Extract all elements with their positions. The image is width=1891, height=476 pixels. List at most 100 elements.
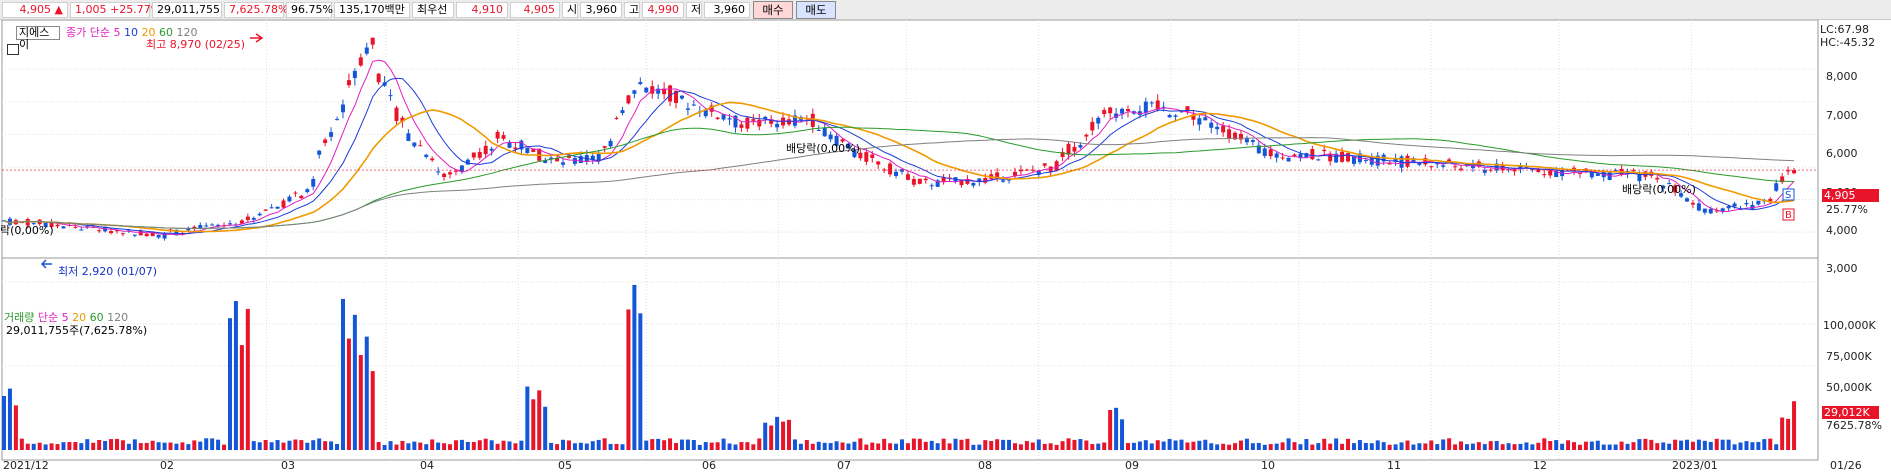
- candle-body: [311, 178, 316, 187]
- volume-bar: [1298, 444, 1303, 450]
- sell-button[interactable]: 매도: [796, 1, 836, 19]
- volume-bar: [162, 442, 167, 450]
- volume-bar: [858, 438, 863, 450]
- candle-body: [519, 140, 524, 150]
- candle-body: [1363, 159, 1368, 161]
- volume-legend-prefix: 거래량: [4, 311, 35, 324]
- volume-bar: [775, 416, 780, 450]
- volume-bar: [1696, 439, 1701, 450]
- volume-bar: [19, 438, 24, 450]
- candle-body: [971, 182, 976, 186]
- candle-body: [626, 95, 631, 104]
- current-price-tag: 4,905: [1822, 189, 1879, 202]
- candle-body: [85, 226, 90, 228]
- volume-bar: [287, 440, 292, 450]
- volume-bar: [620, 444, 625, 450]
- candle-body: [1316, 159, 1321, 161]
- candle-body: [25, 219, 30, 226]
- volume-bar: [1577, 444, 1582, 450]
- volume-bar: [656, 438, 661, 450]
- candle-body: [465, 159, 470, 165]
- volume-bar: [245, 308, 250, 450]
- volume-ma20-label: 20: [72, 311, 87, 324]
- buy-button[interactable]: 매수: [753, 1, 793, 19]
- quote-bar: 4,905 ▲ 1,005 +25.77% 29,011,755 7,625.7…: [0, 0, 1891, 20]
- volume-bar: [31, 443, 36, 450]
- volume-bar: [1554, 440, 1559, 450]
- volume-bar: [269, 442, 274, 450]
- candle-body: [109, 231, 114, 234]
- open-label: 시: [562, 2, 578, 18]
- candle-body: [1346, 152, 1351, 162]
- volume-bar: [1143, 440, 1148, 450]
- volume-bar: [1459, 441, 1464, 450]
- hc-label: HC:-45.32: [1820, 36, 1876, 49]
- volume-bar: [1720, 439, 1725, 450]
- volume-bar: [1322, 438, 1327, 450]
- candle-body: [965, 179, 970, 184]
- volume-bar: [1732, 444, 1737, 450]
- volume-bar: [543, 406, 548, 450]
- volume-bar: [55, 444, 60, 450]
- candle-body: [1340, 151, 1345, 162]
- volume-bar: [1756, 441, 1761, 450]
- volume-bar: [626, 309, 631, 450]
- best-ask: 4,910: [456, 2, 508, 18]
- x-label-11: 11: [1387, 459, 1401, 472]
- candle-body: [1137, 111, 1142, 115]
- ma-legend-prefix: 종가 단순: [66, 26, 110, 39]
- volume-bar: [174, 443, 179, 450]
- volume-bar: [1405, 440, 1410, 450]
- volume-bar: [715, 442, 720, 450]
- candle-body: [1197, 118, 1202, 125]
- candle-body: [1661, 185, 1666, 189]
- candle-body: [192, 226, 197, 229]
- volume-bar: [37, 442, 42, 450]
- candle-body: [49, 221, 54, 227]
- volume-bar: [1262, 444, 1267, 450]
- volume-bar: [424, 444, 429, 450]
- candle-body: [602, 146, 607, 148]
- candle-body: [114, 230, 119, 232]
- candle-body: [1637, 173, 1642, 182]
- volume-bar: [650, 439, 655, 450]
- volume-bar: [501, 440, 506, 450]
- volume-bar: [608, 443, 613, 450]
- candle-body: [1167, 115, 1172, 118]
- volume-bar: [352, 314, 357, 450]
- high-price: 4,990: [642, 2, 684, 18]
- candle-body: [888, 163, 893, 175]
- volume-bar: [1435, 444, 1440, 450]
- volume-bar: [1155, 440, 1160, 450]
- volume-bar: [465, 441, 470, 450]
- candle-body: [305, 189, 310, 193]
- volume-bar: [959, 439, 964, 450]
- candle-body: [929, 185, 934, 187]
- volume-bar: [816, 441, 821, 450]
- b-marker-box: [1782, 208, 1795, 221]
- volume-bar: [757, 438, 762, 450]
- volume-bar: [983, 440, 988, 450]
- candle-body: [561, 162, 566, 165]
- volume-bar: [1244, 438, 1249, 450]
- volume-bar: [923, 441, 928, 450]
- volume-bar: [876, 443, 881, 450]
- volume-bar: [103, 441, 108, 450]
- up-arrow-icon: ▲: [54, 3, 63, 16]
- candle-body: [186, 228, 191, 231]
- candle-body: [1096, 117, 1101, 124]
- stock-name-box[interactable]: 지에스이: [16, 26, 60, 51]
- candle-body: [1030, 169, 1035, 171]
- candle-body: [1018, 169, 1023, 172]
- volume-bar: [406, 443, 411, 450]
- volume-bar: [1637, 439, 1642, 450]
- volume-bar: [1607, 444, 1612, 450]
- volume-bar: [1346, 438, 1351, 450]
- grid-icon[interactable]: [7, 44, 19, 55]
- volume-bar: [1476, 442, 1481, 450]
- candle-body: [132, 234, 137, 236]
- candle-body: [1298, 153, 1303, 159]
- chart-canvas[interactable]: SB: [0, 19, 1891, 473]
- volume-bar: [358, 355, 363, 450]
